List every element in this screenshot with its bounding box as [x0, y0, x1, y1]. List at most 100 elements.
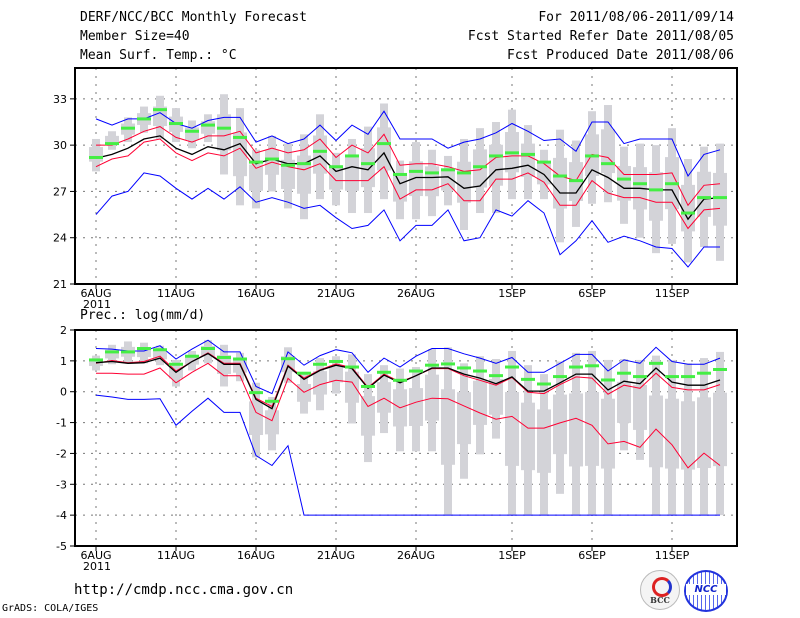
range-box — [697, 397, 711, 469]
range-box — [537, 409, 551, 473]
x-tick-label: 11SEP — [655, 549, 690, 562]
green-marker — [153, 348, 167, 352]
green-marker — [697, 196, 711, 200]
range-box — [489, 378, 503, 415]
range-box — [649, 395, 663, 468]
y-tick-label: 30 — [53, 139, 67, 152]
temperature-chart: 21 24 27 30 33 6AUG 11AUG 16AUG 21AUG 26AUG 1SEP 6S… — [53, 67, 738, 311]
plot-frame — [74, 329, 738, 547]
range-box — [377, 382, 391, 413]
green-marker — [649, 361, 663, 365]
green-marker — [601, 162, 615, 166]
green-marker — [313, 362, 327, 366]
series-upper-spread — [96, 126, 721, 207]
green-marker — [665, 375, 679, 379]
range-box — [553, 394, 567, 455]
green-marker — [713, 196, 727, 200]
range-box — [425, 166, 439, 197]
green-marker — [537, 382, 551, 386]
range-box — [89, 147, 103, 162]
green-marker — [393, 172, 407, 176]
range-box — [681, 184, 695, 232]
green-marker — [265, 399, 279, 403]
y-tick-label: -2 — [56, 447, 67, 460]
range-box — [297, 384, 311, 402]
range-box — [409, 388, 423, 426]
x-tick-label: 1SEP — [498, 549, 526, 562]
green-marker — [505, 151, 519, 155]
green-marker — [457, 171, 471, 175]
range-box — [361, 148, 375, 188]
ncc-logo-text: NCC — [686, 584, 726, 595]
source-url[interactable]: http://cmdp.ncc.cma.gov.cn — [74, 582, 294, 598]
year-label: 2011 — [83, 298, 111, 311]
green-marker — [121, 350, 135, 354]
range-box — [569, 393, 583, 467]
green-marker — [521, 152, 535, 156]
range-box — [713, 392, 727, 467]
green-marker — [377, 370, 391, 374]
green-marker — [217, 355, 231, 359]
range-box — [585, 392, 599, 466]
green-marker — [585, 154, 599, 158]
series-ensemble-max — [95, 339, 721, 395]
range-box — [601, 129, 615, 174]
green-marker — [441, 362, 455, 366]
green-marker — [569, 365, 583, 369]
green-marker — [297, 371, 311, 375]
figure-title: DERF/NCC/BCC Monthly Forecast — [80, 10, 307, 25]
green-marker — [105, 350, 119, 354]
green-marker — [425, 171, 439, 175]
green-marker — [489, 154, 503, 158]
x-tick-label: 6AUG — [80, 549, 111, 562]
green-marker — [265, 157, 279, 161]
range-box — [361, 396, 375, 436]
green-marker — [585, 364, 599, 368]
green-marker — [713, 367, 727, 371]
green-marker — [617, 371, 631, 375]
x-tick-label: 6AUG — [80, 287, 111, 300]
series-ensemble-max — [95, 110, 721, 177]
range-box — [681, 401, 695, 470]
green-marker — [425, 363, 439, 367]
range-box — [697, 171, 711, 217]
green-marker — [345, 365, 359, 369]
green-marker — [249, 160, 263, 164]
green-marker — [89, 358, 103, 362]
bcc-logo-emblem — [652, 577, 672, 597]
range-box — [137, 347, 151, 358]
y-tick-label: -1 — [56, 417, 67, 430]
green-marker — [249, 391, 263, 395]
range-box — [441, 389, 455, 465]
range-box — [249, 401, 263, 436]
range-box — [153, 350, 167, 360]
green-marker — [137, 117, 151, 121]
y-tick-label: 24 — [53, 232, 67, 245]
green-marker — [201, 123, 215, 127]
green-marker — [361, 162, 375, 166]
x-tick-label: 26AUG — [397, 549, 435, 562]
series-ensemble-min — [95, 394, 720, 516]
x-tick-label: 11SEP — [655, 287, 690, 300]
green-marker — [169, 122, 183, 126]
y-tick-label: 27 — [53, 185, 67, 198]
x-tick-label: 11AUG — [157, 287, 195, 300]
green-marker — [633, 375, 647, 379]
range-box — [409, 161, 423, 197]
range-box — [505, 392, 519, 466]
green-marker — [345, 154, 359, 158]
member-size: Member Size=40 — [80, 29, 190, 44]
range-box — [649, 172, 663, 221]
x-tick-label: 26AUG — [397, 287, 435, 300]
y-tick-label: 2 — [60, 324, 67, 337]
range-box — [329, 165, 343, 190]
y-tick-label: -3 — [56, 478, 67, 491]
green-marker — [329, 165, 343, 169]
year-label: 2011 — [83, 560, 111, 573]
green-marker — [233, 135, 247, 139]
range-box — [105, 349, 119, 359]
green-marker — [601, 378, 615, 382]
range-box — [457, 161, 471, 203]
green-marker — [633, 182, 647, 186]
